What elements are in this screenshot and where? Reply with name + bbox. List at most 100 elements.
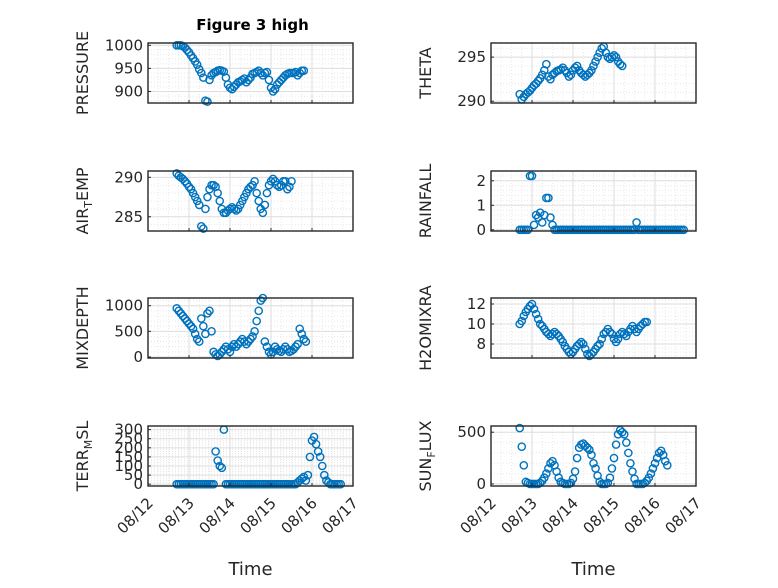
y-tick-label: 1000 [105,297,143,315]
data-point [260,200,270,210]
data-point [554,473,563,483]
data-point [250,176,259,186]
data-point [252,316,261,326]
y-tick-label: 0 [476,221,486,239]
data-point [295,324,305,334]
y-tick-label: 285 [114,208,143,226]
y-axis-label: THETA [416,47,435,99]
subplot-3: 285 290 AIRTEMP [73,167,354,235]
data-point [192,334,202,344]
data-point [194,200,204,210]
data-point [303,470,313,480]
data-point [196,221,206,231]
y-tick-label: 290 [457,92,486,110]
y-tick-label: 1 [476,196,486,214]
data-point [572,453,582,463]
data-point [529,304,539,314]
data-point [597,334,607,344]
data-point [213,456,222,465]
data-point [260,337,270,346]
data-point [246,334,255,344]
axes-box [147,297,354,359]
x-tick-label: 08/15 [580,494,623,537]
data-point [254,196,264,206]
data-point [540,473,549,483]
axes-box [147,42,354,104]
data-point [186,321,196,331]
data-point [566,70,576,80]
data-point [638,319,648,329]
data-point [517,316,527,326]
data-point [262,67,272,77]
y-axis-label: AIRTEMP [73,167,95,234]
data-point [203,309,212,318]
data-point [589,458,598,468]
y-tick-label: 150 [114,448,143,466]
subplot-8: 0 500 SUNFLUX 08/1208/1308/1408/1508/1608/1… [416,420,705,580]
data-point [180,314,190,323]
data-point [574,339,584,349]
data-point [336,479,346,489]
x-tick-label: 08/14 [539,494,582,537]
data-point [548,456,557,466]
data-point [203,97,212,106]
x-tick-label: 08/17 [319,494,362,537]
data-point [527,299,537,309]
y-tick-label: 500 [114,322,143,340]
data-point [285,182,294,192]
data-point [593,341,602,351]
data-point [264,75,274,85]
data-point [196,68,206,78]
data-point [572,61,582,71]
y-tick-label: 290 [114,168,143,186]
data-point [663,461,672,470]
axes-box [147,425,354,487]
data-point [262,342,272,352]
y-tick-label: 50 [124,466,143,484]
axes-box [147,170,354,232]
data-point [607,329,617,339]
data-point [174,306,184,316]
x-tick-label: 08/13 [155,494,198,537]
data-point [546,74,555,84]
data-point [564,72,574,81]
data-point [301,476,311,485]
data-point [583,443,592,453]
y-axis-label: H2OMIXRA [416,285,435,371]
y-tick-label: 250 [114,430,143,448]
data-point [231,342,241,352]
data-point [190,329,200,339]
data-point [283,184,292,194]
data-point [611,440,621,449]
data-point [244,75,253,85]
data-point [254,306,264,316]
data-point [535,319,545,329]
data-point [607,52,617,62]
data-point [622,438,631,447]
data-point [196,314,206,323]
data-point [205,75,214,85]
data-point [184,182,194,192]
y-axis-label: SUNFLUX [416,420,438,491]
data-point [299,334,309,344]
data-point [192,60,202,69]
data-point [225,204,235,214]
y-tick-label: 10 [467,315,486,333]
data-point [199,224,208,233]
data-point [578,339,588,349]
data-point [268,87,278,96]
data-point [182,45,192,55]
data-point [546,458,555,468]
data-point [570,467,580,476]
data-point [213,188,222,198]
y-tick-label: 0 [476,475,486,493]
data-point [544,193,553,203]
data-point [595,48,604,58]
data-point [611,52,621,62]
axes-box [490,42,697,104]
data-point [209,479,218,489]
data-point [264,347,274,357]
data-point [248,332,257,341]
